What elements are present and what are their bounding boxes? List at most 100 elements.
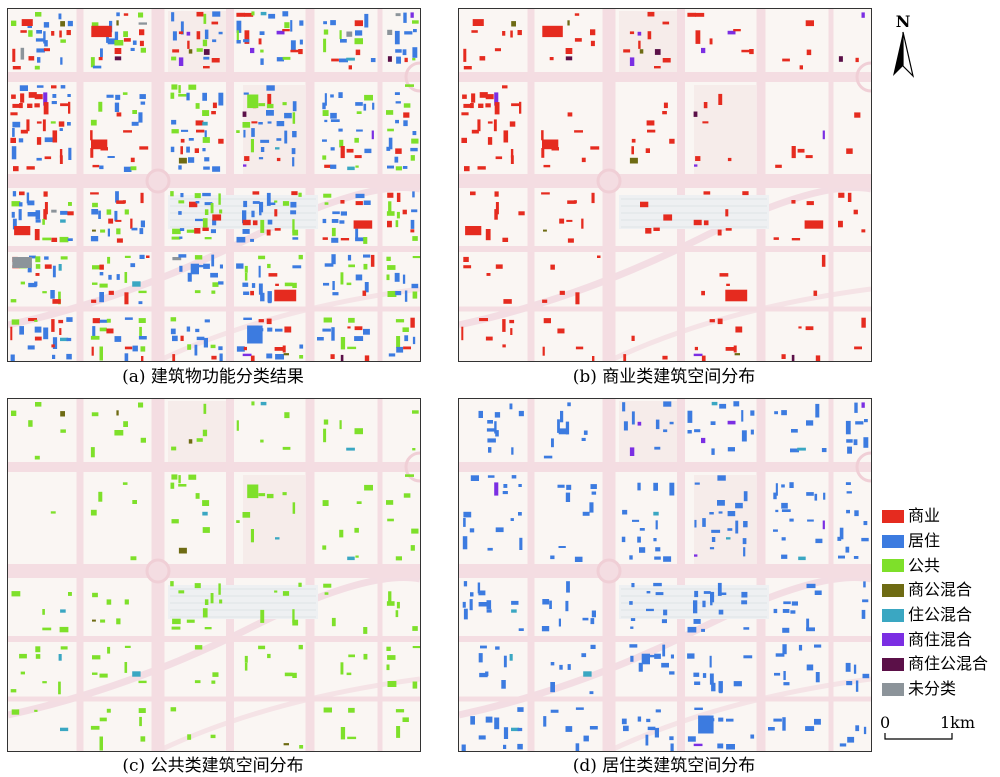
building-footprint xyxy=(718,93,723,105)
building-footprint xyxy=(781,484,785,488)
building-footprint xyxy=(91,139,108,150)
building-footprint xyxy=(298,644,303,650)
building-footprint xyxy=(247,94,259,109)
north-arrow: N xyxy=(886,14,920,82)
building-footprint xyxy=(51,344,55,348)
building-footprint xyxy=(591,192,595,204)
building-footprint xyxy=(592,356,595,361)
building-footprint xyxy=(172,257,182,261)
building-footprint xyxy=(99,292,104,303)
building-footprint xyxy=(188,84,197,90)
building-footprint xyxy=(12,48,16,62)
building-footprint xyxy=(284,282,293,287)
building-footprint xyxy=(346,672,352,676)
building-footprint xyxy=(339,30,342,40)
building-footprint xyxy=(67,94,71,97)
building-footprint xyxy=(116,20,119,26)
building-footprint xyxy=(34,65,40,70)
building-footprint xyxy=(502,319,506,332)
building-footprint xyxy=(629,601,633,605)
building-footprint xyxy=(203,337,208,348)
building-footprint xyxy=(465,226,482,236)
building-footprint xyxy=(340,211,347,216)
building-footprint xyxy=(346,57,355,61)
building-footprint xyxy=(653,482,658,491)
building-footprint xyxy=(743,491,748,502)
building-footprint xyxy=(541,626,550,632)
building-footprint xyxy=(743,521,748,528)
building-footprint xyxy=(687,12,696,17)
building-footprint xyxy=(172,354,176,361)
building-footprint xyxy=(212,219,217,226)
building-footprint xyxy=(68,101,71,114)
building-footprint xyxy=(410,147,418,152)
building-footprint xyxy=(509,121,516,127)
building-footprint xyxy=(178,475,181,484)
legend-label: 商住公混合 xyxy=(908,654,989,674)
legend-label: 商住混合 xyxy=(908,629,973,649)
scale-bar-line xyxy=(884,733,953,740)
building-footprint xyxy=(511,609,517,613)
building-footprint xyxy=(502,491,508,495)
building-footprint xyxy=(331,227,336,237)
building-footprint xyxy=(806,583,816,589)
building-footprint xyxy=(726,537,731,540)
building-footprint xyxy=(590,29,596,36)
building-footprint xyxy=(108,218,114,224)
building-footprint xyxy=(219,209,223,214)
building-footprint xyxy=(67,122,71,126)
building-footprint xyxy=(204,237,212,240)
building-footprint xyxy=(804,220,824,229)
building-footprint xyxy=(275,328,283,332)
building-footprint xyxy=(236,346,245,352)
building-footprint xyxy=(347,736,357,740)
building-footprint xyxy=(282,29,290,32)
building-footprint xyxy=(58,121,65,127)
building-footprint xyxy=(412,291,418,299)
building-footprint xyxy=(247,484,259,499)
building-footprint xyxy=(51,101,57,105)
building-footprint xyxy=(733,401,740,407)
building-footprint xyxy=(590,146,600,150)
building-footprint xyxy=(330,119,340,122)
building-footprint xyxy=(346,148,354,153)
building-footprint xyxy=(471,129,479,134)
building-footprint xyxy=(284,130,288,144)
building-footprint xyxy=(90,119,97,126)
building-footprint xyxy=(202,39,208,47)
caption-a: (a) 建筑物功能分类结果 xyxy=(122,367,304,387)
building-footprint xyxy=(661,619,667,624)
building-footprint xyxy=(43,22,50,28)
building-footprint xyxy=(791,200,796,204)
building-footprint xyxy=(623,49,631,53)
building-footprint xyxy=(629,157,638,164)
map-panel-b xyxy=(458,8,872,362)
building-footprint xyxy=(543,716,547,727)
building-footprint xyxy=(242,111,247,117)
building-footprint xyxy=(178,94,187,97)
building-footprint xyxy=(140,192,144,204)
building-footprint xyxy=(353,220,373,229)
building-footprint xyxy=(114,40,124,46)
building-footprint xyxy=(838,56,843,62)
building-footprint xyxy=(34,326,42,333)
building-footprint xyxy=(330,147,335,151)
map-panel-c xyxy=(7,398,421,752)
north-letter: N xyxy=(895,12,911,31)
building-footprint xyxy=(19,103,23,109)
building-footprint xyxy=(172,31,177,41)
building-footprint xyxy=(669,482,675,496)
building-footprint xyxy=(630,655,634,662)
building-footprint xyxy=(203,56,210,60)
building-footprint xyxy=(299,344,304,349)
building-footprint xyxy=(654,653,661,659)
building-footprint xyxy=(44,137,53,143)
building-footprint xyxy=(348,707,355,713)
building-footprint xyxy=(355,165,359,168)
building-footprint xyxy=(330,354,335,359)
building-footprint xyxy=(567,200,576,204)
building-footprint xyxy=(654,49,661,55)
building-footprint xyxy=(387,56,392,62)
building-footprint xyxy=(591,610,596,618)
building-footprint xyxy=(463,256,469,262)
